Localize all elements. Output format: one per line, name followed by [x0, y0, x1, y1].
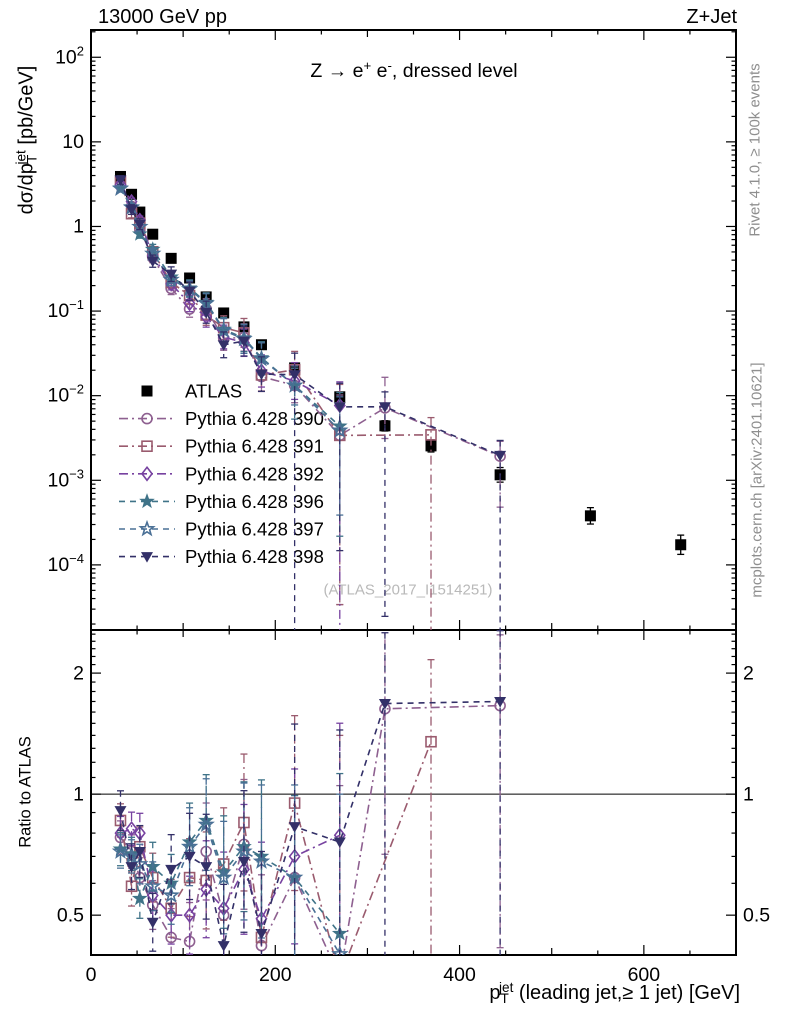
- x-tick-label: 600: [628, 964, 661, 986]
- legend-label: Pythia 6.428 397: [185, 519, 324, 540]
- legend-item-pythia391: Pythia 6.428 391: [119, 436, 324, 457]
- main-y-axis-title: dσ/dpTjet [pb/GeV]: [13, 65, 40, 215]
- analysis-watermark: (ATLAS_2017_I1514251): [323, 581, 493, 599]
- legend: ATLAS Pythia 6.428 390 Pythia 6.428 391 Pyt…: [119, 381, 324, 567]
- main-y-tick-label: 1: [73, 215, 84, 237]
- rivet-version-note: Rivet 4.1.0, ≥ 100k events: [746, 63, 764, 237]
- ratio-y-tick-label: 2: [73, 663, 84, 685]
- x-tick-label: 400: [443, 964, 476, 986]
- plot-subtitle: Z → e+ e-, dressed level: [310, 58, 518, 82]
- legend-item-pythia396: Pythia 6.428 396: [119, 491, 324, 512]
- legend-item-pythia398: Pythia 6.428 398: [119, 546, 324, 567]
- ratio-y-tick-label: 0.5: [57, 905, 84, 927]
- main-y-tick-label: 10−4: [47, 551, 84, 576]
- main-y-tick-label: 10−2: [47, 382, 84, 407]
- main-y-tick-label: 102: [55, 43, 84, 68]
- legend-label: Pythia 6.428 396: [185, 491, 324, 512]
- legend-item-pythia392: Pythia 6.428 392: [119, 463, 324, 484]
- ratio-y-tick-label-right: 1: [743, 784, 754, 806]
- ratio-y-tick-label-right: 0.5: [743, 905, 770, 927]
- legend-label: Pythia 6.428 390: [185, 408, 324, 429]
- x-tick-label: 0: [86, 964, 97, 986]
- legend-label: Pythia 6.428 398: [185, 546, 324, 567]
- legend-label: Pythia 6.428 392: [185, 463, 324, 484]
- main-y-tick-label: 10−3: [47, 466, 84, 491]
- process-label: Z+Jet: [686, 6, 737, 28]
- legend-label: Pythia 6.428 391: [185, 436, 324, 457]
- tick-labels: 0 200 400 600 102 10 1 10−1 10−2 10−3 10−4 0.5 0.5 1 1…: [47, 43, 770, 986]
- ratio-y-tick-label: 1: [73, 784, 84, 806]
- legend-item-pythia390: Pythia 6.428 390: [119, 408, 324, 429]
- series-pythia398-ratio: [114, 630, 507, 955]
- x-tick-label: 200: [259, 964, 292, 986]
- main-y-tick-label: 10−1: [47, 297, 84, 322]
- x-axis-title: pTjet (leading jet,≥ 1 jet) [GeV]: [489, 979, 740, 1007]
- series-pythia392-ratio: [114, 722, 346, 955]
- ratio-y-tick-label-right: 2: [743, 663, 754, 685]
- main-y-tick-label: 10: [62, 131, 84, 153]
- ratio-y-axis-title: Ratio to ATLAS: [16, 736, 35, 848]
- legend-item-pythia397: Pythia 6.428 397: [119, 519, 324, 540]
- series-pythia398-main: [114, 175, 507, 630]
- mcplots-reference-note: mcplots.cern.ch [arXiv:2401.10621]: [748, 362, 766, 598]
- beam-energy-label: 13000 GeV pp: [98, 6, 227, 28]
- legend-item-atlas: ATLAS: [141, 381, 242, 402]
- legend-label: ATLAS: [185, 381, 242, 402]
